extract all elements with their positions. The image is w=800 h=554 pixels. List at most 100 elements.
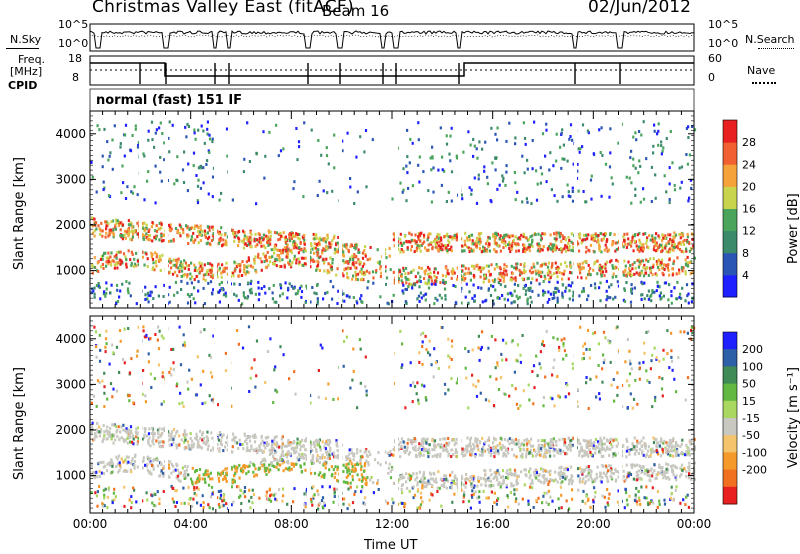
power-cell bbox=[175, 265, 178, 269]
power-cell bbox=[253, 258, 256, 262]
power-cell bbox=[202, 286, 205, 290]
power-cell bbox=[355, 245, 358, 249]
power-cell bbox=[424, 298, 427, 302]
power-cell bbox=[188, 228, 191, 231]
power-cell bbox=[207, 272, 210, 276]
power-cell bbox=[562, 143, 565, 147]
power-cell bbox=[179, 225, 182, 229]
power-cell bbox=[659, 291, 662, 295]
velocity-cell bbox=[170, 463, 174, 466]
velocity-cell bbox=[293, 487, 296, 491]
velocity-cell bbox=[662, 441, 665, 445]
power-cell bbox=[211, 137, 214, 141]
velocity-cell bbox=[363, 476, 366, 480]
power-cell bbox=[660, 261, 663, 265]
velocity-cell bbox=[219, 433, 222, 437]
velocity-cell bbox=[607, 447, 610, 451]
power-cell bbox=[127, 223, 131, 227]
power-cell bbox=[436, 239, 439, 243]
velocity-cell bbox=[440, 325, 443, 329]
power-cell bbox=[182, 266, 185, 270]
velocity-cell bbox=[517, 407, 520, 410]
power-cell bbox=[464, 277, 467, 280]
power-cell bbox=[665, 263, 668, 267]
power-cell bbox=[407, 271, 410, 275]
power-cell bbox=[587, 269, 591, 273]
velocity-cell bbox=[252, 462, 255, 466]
power-cell bbox=[406, 277, 409, 281]
power-cell bbox=[101, 257, 104, 261]
velocity-cell bbox=[433, 448, 436, 452]
velocity-cell bbox=[103, 405, 106, 408]
velocity-cell bbox=[144, 400, 147, 404]
velocity-cell bbox=[351, 478, 354, 482]
power-cell bbox=[90, 160, 93, 164]
velocity-cell bbox=[294, 462, 297, 466]
velocity-cell bbox=[578, 450, 582, 454]
power-cell bbox=[523, 284, 526, 288]
power-cell bbox=[555, 132, 558, 136]
velocity-cell bbox=[393, 445, 396, 449]
velocity-cell bbox=[524, 473, 527, 477]
power-cell bbox=[267, 263, 270, 267]
power-cell bbox=[608, 285, 611, 289]
velocity-cell bbox=[519, 443, 522, 447]
power-cell bbox=[434, 243, 437, 247]
velocity-cell bbox=[532, 506, 535, 509]
power-cell bbox=[404, 287, 407, 291]
power-cell bbox=[232, 231, 235, 235]
power-cell bbox=[273, 244, 276, 248]
velocity-cell bbox=[612, 454, 615, 458]
power-cell bbox=[581, 261, 584, 265]
power-cell bbox=[622, 245, 625, 249]
velocity-cell bbox=[184, 474, 187, 478]
velocity-cell bbox=[199, 503, 202, 507]
power-cell bbox=[136, 221, 139, 225]
power-cell bbox=[470, 188, 473, 192]
velocity-cell bbox=[217, 476, 220, 480]
velocity-cell bbox=[235, 465, 238, 469]
velocity-cell bbox=[420, 443, 423, 447]
power-cell bbox=[420, 243, 423, 247]
velocity-cell bbox=[148, 337, 151, 341]
velocity-cell bbox=[502, 392, 505, 396]
velocity-cell bbox=[222, 469, 225, 473]
velocity-cell bbox=[467, 443, 470, 447]
power-cell bbox=[197, 241, 200, 245]
power-cell bbox=[642, 197, 646, 201]
power-cell bbox=[561, 234, 564, 238]
power-cell bbox=[510, 276, 513, 280]
power-cell bbox=[578, 262, 581, 266]
power-cell bbox=[503, 241, 506, 245]
power-cell bbox=[664, 244, 668, 248]
velocity-cell bbox=[472, 492, 475, 496]
power-cell bbox=[110, 283, 113, 287]
velocity-cell bbox=[672, 473, 675, 477]
power-cell bbox=[250, 238, 253, 242]
power-cell bbox=[104, 294, 107, 298]
power-cell bbox=[278, 259, 281, 263]
power-cell bbox=[336, 267, 339, 271]
power-cell bbox=[315, 268, 318, 272]
power-cell bbox=[660, 144, 663, 148]
power-cell bbox=[602, 233, 605, 237]
velocity-cell bbox=[351, 465, 354, 468]
velocity-cell bbox=[255, 447, 258, 451]
power-cell bbox=[143, 154, 146, 158]
velocity-cell bbox=[354, 490, 357, 494]
power-cell bbox=[539, 244, 542, 248]
velocity-cell bbox=[670, 349, 673, 353]
power-cell bbox=[650, 200, 653, 203]
velocity-cell bbox=[209, 495, 212, 499]
power-cell bbox=[468, 238, 471, 242]
velocity-cell bbox=[686, 331, 689, 335]
power-cell bbox=[630, 149, 633, 153]
velocity-cell bbox=[122, 423, 125, 427]
power-cell bbox=[463, 249, 466, 253]
power-cell bbox=[683, 238, 686, 242]
velocity-cell bbox=[222, 493, 226, 496]
power-cell bbox=[392, 238, 395, 242]
velocity-cell bbox=[95, 404, 98, 408]
power-cell bbox=[97, 282, 100, 285]
velocity-cell bbox=[454, 474, 457, 478]
